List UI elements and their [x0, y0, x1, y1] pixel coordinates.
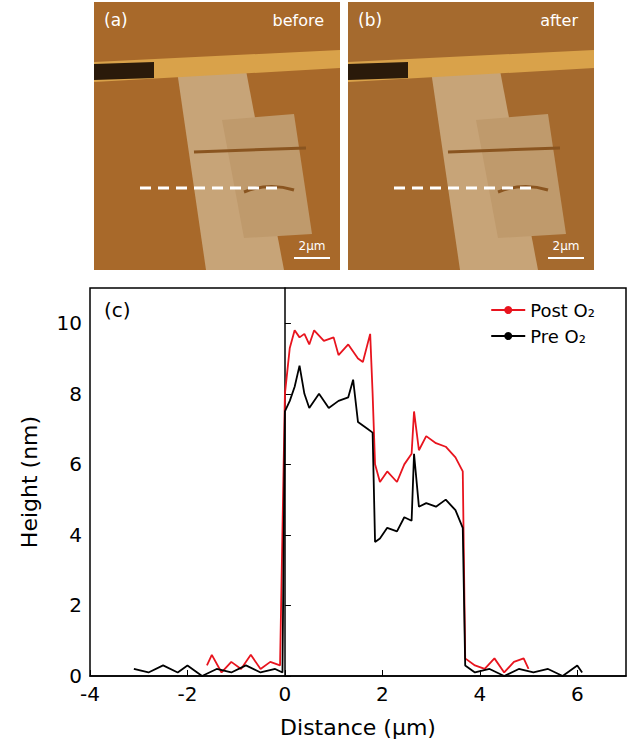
svg-text:2: 2 — [376, 682, 389, 706]
svg-text:Height (nm): Height (nm) — [17, 416, 42, 548]
svg-text:10: 10 — [57, 311, 82, 335]
svg-text:-4: -4 — [80, 682, 100, 706]
svg-text:0: 0 — [279, 682, 292, 706]
svg-text:Pre O₂: Pre O₂ — [530, 326, 586, 347]
svg-text:6: 6 — [571, 682, 584, 706]
svg-text:8: 8 — [69, 382, 82, 406]
svg-text:2: 2 — [69, 593, 82, 617]
svg-text:2μm: 2μm — [299, 239, 326, 253]
svg-text:(c): (c) — [104, 298, 131, 322]
svg-text:Post O₂: Post O₂ — [530, 300, 595, 321]
svg-text:2μm: 2μm — [553, 239, 580, 253]
svg-text:-2: -2 — [177, 682, 197, 706]
svg-text:4: 4 — [473, 682, 486, 706]
svg-text:after: after — [540, 11, 578, 30]
svg-text:Distance (μm): Distance (μm) — [280, 715, 436, 740]
svg-text:before: before — [273, 11, 325, 30]
svg-text:(a): (a) — [104, 10, 128, 30]
svg-text:(b): (b) — [358, 10, 382, 30]
svg-text:4: 4 — [69, 523, 82, 547]
svg-text:0: 0 — [69, 664, 82, 688]
svg-text:6: 6 — [69, 452, 82, 476]
